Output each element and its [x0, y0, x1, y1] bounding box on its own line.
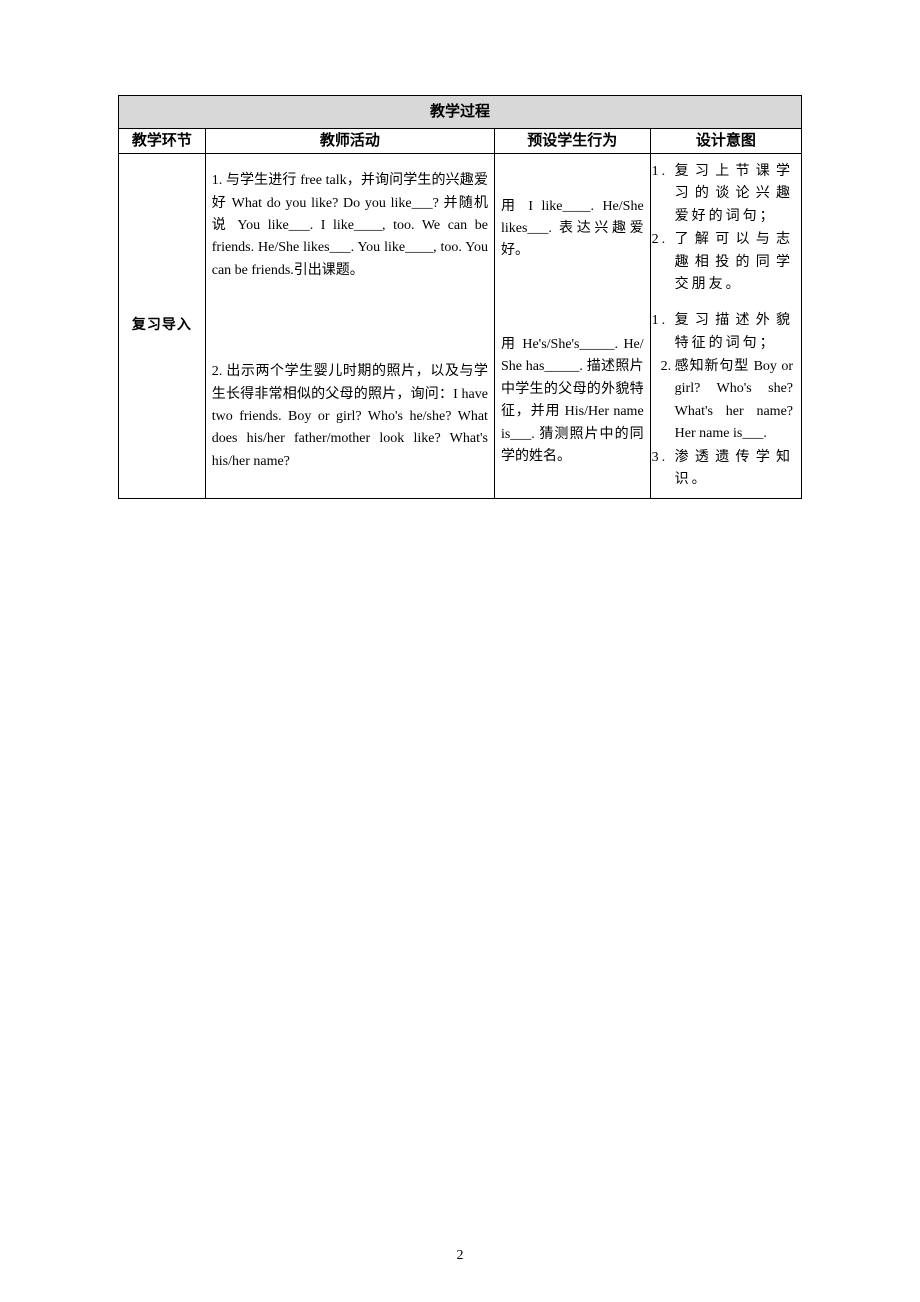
table-header-row: 教学环节 教师活动 预设学生行为 设计意图 [119, 129, 802, 154]
student-cell: 用 I like____. He/She likes___. 表达兴趣爱好。 [494, 154, 650, 304]
table-title-row: 教学过程 [119, 96, 802, 129]
teacher-cell: 2. 出示两个学生婴儿时期的照片，以及与学生长得非常相似的父母的照片，询问：I … [205, 304, 494, 499]
teacher-cell: 1. 与学生进行 free talk，并询问学生的兴趣爱好 What do yo… [205, 154, 494, 304]
page-number: 2 [0, 1248, 920, 1264]
table-title: 教学过程 [119, 96, 802, 129]
col-header-student: 预设学生行为 [494, 129, 650, 154]
phase-cell: 复习导入 [119, 154, 206, 499]
intent-cell: 复习描述外貌特征的词句； 感知新句型 Boy or girl? Who's sh… [650, 304, 801, 499]
intent-item: 复习上节课学习的谈论兴趣爱好的词句； [675, 161, 795, 228]
page: 教学过程 教学环节 教师活动 预设学生行为 设计意图 复习导入 1. 与学生进行… [0, 0, 920, 1302]
table-row: 2. 出示两个学生婴儿时期的照片，以及与学生长得非常相似的父母的照片，询问：I … [119, 304, 802, 499]
intent-item: 渗透遗传学知识。 [675, 447, 795, 492]
intent-item: 了解可以与志趣相投的同学交朋友。 [675, 229, 795, 296]
intent-list: 复习上节课学习的谈论兴趣爱好的词句； 了解可以与志趣相投的同学交朋友。 [653, 161, 795, 296]
col-header-teacher: 教师活动 [205, 129, 494, 154]
intent-list: 复习描述外貌特征的词句； 感知新句型 Boy or girl? Who's sh… [653, 310, 795, 491]
lesson-table: 教学过程 教学环节 教师活动 预设学生行为 设计意图 复习导入 1. 与学生进行… [118, 95, 802, 499]
intent-cell: 复习上节课学习的谈论兴趣爱好的词句； 了解可以与志趣相投的同学交朋友。 [650, 154, 801, 304]
col-header-intent: 设计意图 [650, 129, 801, 154]
student-cell: 用 He's/She's_____. He/ She has_____. 描述照… [494, 304, 650, 499]
intent-item: 复习描述外貌特征的词句； [675, 310, 795, 355]
col-header-phase: 教学环节 [119, 129, 206, 154]
table-row: 复习导入 1. 与学生进行 free talk，并询问学生的兴趣爱好 What … [119, 154, 802, 304]
intent-item: 感知新句型 Boy or girl? Who's she? What's her… [675, 356, 795, 446]
